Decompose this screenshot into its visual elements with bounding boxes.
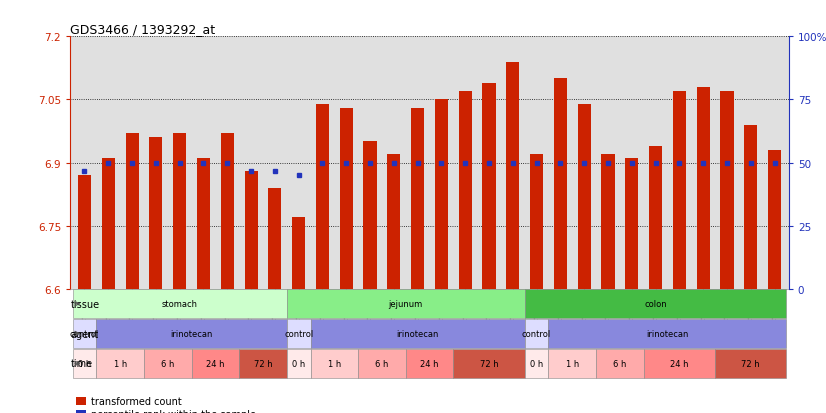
Text: 6 h: 6 h bbox=[161, 359, 174, 368]
FancyBboxPatch shape bbox=[548, 349, 596, 378]
Text: 72 h: 72 h bbox=[480, 359, 498, 368]
FancyBboxPatch shape bbox=[97, 349, 144, 378]
Bar bbox=[506, 62, 520, 289]
Text: stomach: stomach bbox=[162, 299, 197, 309]
Bar bbox=[649, 146, 662, 289]
FancyBboxPatch shape bbox=[311, 349, 358, 378]
Bar bbox=[577, 104, 591, 289]
FancyBboxPatch shape bbox=[97, 319, 287, 348]
Text: 24 h: 24 h bbox=[206, 359, 225, 368]
FancyBboxPatch shape bbox=[406, 349, 453, 378]
FancyBboxPatch shape bbox=[525, 349, 548, 378]
Text: irinotecan: irinotecan bbox=[396, 329, 439, 338]
Text: time: time bbox=[71, 358, 93, 368]
Bar bbox=[744, 126, 757, 289]
Text: 6 h: 6 h bbox=[375, 359, 388, 368]
Text: irinotecan: irinotecan bbox=[170, 329, 213, 338]
FancyBboxPatch shape bbox=[358, 349, 406, 378]
Text: 24 h: 24 h bbox=[670, 359, 689, 368]
Bar bbox=[173, 134, 186, 289]
FancyBboxPatch shape bbox=[287, 349, 311, 378]
Text: 6 h: 6 h bbox=[613, 359, 627, 368]
Bar bbox=[411, 109, 425, 289]
Bar bbox=[768, 151, 781, 289]
Text: 24 h: 24 h bbox=[420, 359, 439, 368]
Bar bbox=[673, 92, 686, 289]
Text: 0 h: 0 h bbox=[78, 359, 91, 368]
FancyBboxPatch shape bbox=[596, 349, 643, 378]
Bar bbox=[102, 159, 115, 289]
FancyBboxPatch shape bbox=[144, 349, 192, 378]
Bar bbox=[221, 134, 234, 289]
Bar bbox=[244, 171, 258, 289]
Text: tissue: tissue bbox=[71, 299, 100, 309]
Bar bbox=[458, 92, 472, 289]
FancyBboxPatch shape bbox=[240, 349, 287, 378]
FancyBboxPatch shape bbox=[643, 349, 715, 378]
Bar bbox=[482, 83, 496, 289]
Text: GDS3466 / 1393292_at: GDS3466 / 1393292_at bbox=[70, 23, 216, 36]
Bar bbox=[339, 109, 353, 289]
Bar bbox=[530, 155, 544, 289]
Text: irinotecan: irinotecan bbox=[646, 329, 689, 338]
Bar bbox=[434, 100, 448, 289]
Bar bbox=[292, 218, 305, 289]
Bar bbox=[720, 92, 733, 289]
FancyBboxPatch shape bbox=[715, 349, 786, 378]
Bar bbox=[78, 176, 91, 289]
Text: 1 h: 1 h bbox=[113, 359, 127, 368]
Legend: transformed count, percentile rank within the sample: transformed count, percentile rank withi… bbox=[75, 396, 257, 413]
Text: 72 h: 72 h bbox=[742, 359, 760, 368]
Text: colon: colon bbox=[644, 299, 667, 309]
Text: 1 h: 1 h bbox=[328, 359, 341, 368]
Bar bbox=[197, 159, 210, 289]
Bar bbox=[696, 88, 710, 289]
Bar bbox=[316, 104, 329, 289]
FancyBboxPatch shape bbox=[548, 319, 786, 348]
FancyBboxPatch shape bbox=[73, 290, 287, 318]
Bar bbox=[387, 155, 401, 289]
Bar bbox=[150, 138, 163, 289]
FancyBboxPatch shape bbox=[287, 290, 525, 318]
FancyBboxPatch shape bbox=[453, 349, 525, 378]
FancyBboxPatch shape bbox=[525, 290, 786, 318]
Text: 1 h: 1 h bbox=[566, 359, 579, 368]
Bar bbox=[268, 188, 282, 289]
Bar bbox=[625, 159, 638, 289]
Text: 0 h: 0 h bbox=[530, 359, 544, 368]
Text: agent: agent bbox=[71, 329, 99, 339]
FancyBboxPatch shape bbox=[192, 349, 240, 378]
Text: control: control bbox=[522, 329, 551, 338]
Text: 72 h: 72 h bbox=[254, 359, 273, 368]
Text: control: control bbox=[284, 329, 313, 338]
Text: control: control bbox=[70, 329, 99, 338]
Bar bbox=[363, 142, 377, 289]
Text: 0 h: 0 h bbox=[292, 359, 306, 368]
Bar bbox=[601, 155, 615, 289]
FancyBboxPatch shape bbox=[287, 319, 311, 348]
Bar bbox=[126, 134, 139, 289]
FancyBboxPatch shape bbox=[525, 319, 548, 348]
Text: jejunum: jejunum bbox=[388, 299, 423, 309]
Bar bbox=[554, 79, 567, 289]
FancyBboxPatch shape bbox=[73, 319, 97, 348]
FancyBboxPatch shape bbox=[311, 319, 525, 348]
FancyBboxPatch shape bbox=[73, 349, 97, 378]
